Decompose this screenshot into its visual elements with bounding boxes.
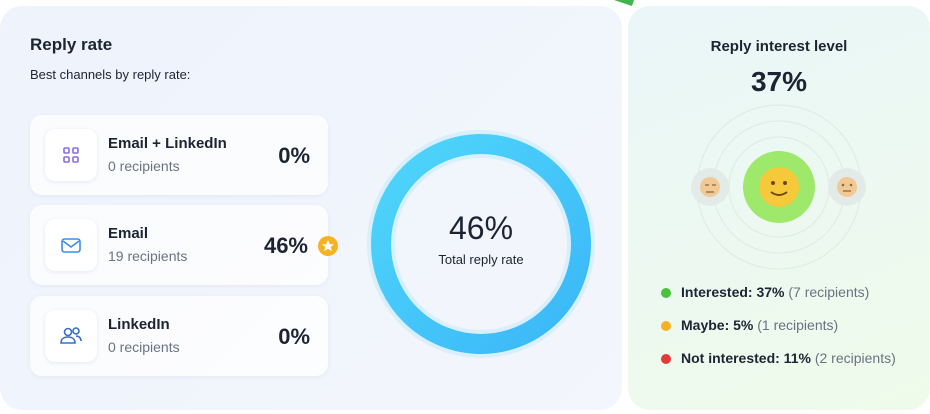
legend-label: Not interested: 11% (681, 350, 811, 366)
channel-card[interactable]: LinkedIn 0 recipients 0% (30, 296, 328, 376)
legend-label: Maybe: 5% (681, 317, 754, 333)
channel-name: Email (108, 225, 149, 242)
legend-detail: (2 recipients) (814, 350, 896, 366)
rate: 0% (278, 324, 310, 349)
title: Reply rate (30, 35, 113, 54)
legend-label: Interested: 37% (681, 284, 785, 300)
channel-name: LinkedIn (108, 316, 170, 333)
interest-panel: Reply interest level 37% (628, 6, 930, 410)
legend-item: Not interested: 11% (2 recipients) (661, 350, 896, 366)
total-value: 46% (448, 210, 514, 246)
legend-dot (661, 354, 671, 364)
total-ring (367, 130, 595, 358)
recipients: 0 recipients (108, 158, 180, 174)
total-label: Total reply rate (438, 252, 524, 267)
icon (45, 219, 97, 271)
legend-item: Maybe: 5% (1 recipients) (661, 317, 838, 333)
legend-dot (661, 288, 671, 298)
title: Reply interest level (710, 38, 848, 55)
icon (45, 310, 97, 362)
value: 37% (750, 66, 808, 97)
legend-item: Interested: 37% (7 recipients) (661, 284, 869, 300)
decoration (614, 0, 634, 6)
reply-rate-panel: Reply rate Best channels by reply rate: … (0, 6, 622, 410)
recipients: 19 recipients (108, 248, 188, 264)
interest-faces (691, 104, 866, 270)
recipients: 0 recipients (108, 339, 180, 355)
channel-card[interactable]: Email + LinkedIn 0 recipients 0% (30, 115, 328, 195)
rate: 0% (278, 143, 310, 168)
legend-detail: (7 recipients) (788, 284, 870, 300)
rate: 46% (263, 233, 308, 258)
legend-dot (661, 321, 671, 331)
star-badge (318, 236, 338, 256)
icon (45, 129, 97, 181)
channel-card[interactable]: Email 19 recipients 46% (30, 205, 338, 285)
legend-detail: (1 recipients) (757, 317, 839, 333)
subtitle: Best channels by reply rate: (30, 67, 191, 82)
channel-name: Email + LinkedIn (108, 135, 227, 152)
